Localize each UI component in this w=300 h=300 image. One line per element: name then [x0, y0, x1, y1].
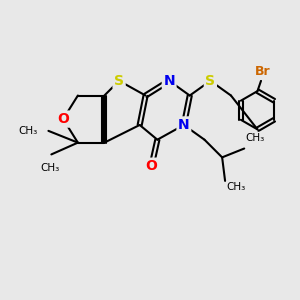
Text: CH₃: CH₃ — [19, 126, 38, 136]
Text: CH₃: CH₃ — [226, 182, 246, 192]
Text: N: N — [163, 74, 175, 88]
Text: CH₃: CH₃ — [40, 163, 59, 173]
Text: S: S — [206, 74, 215, 88]
Text: O: O — [57, 112, 69, 126]
Text: S: S — [114, 74, 124, 88]
Text: N: N — [178, 118, 190, 132]
Text: O: O — [146, 159, 158, 173]
Text: CH₃: CH₃ — [246, 133, 265, 142]
Text: Br: Br — [255, 65, 271, 79]
